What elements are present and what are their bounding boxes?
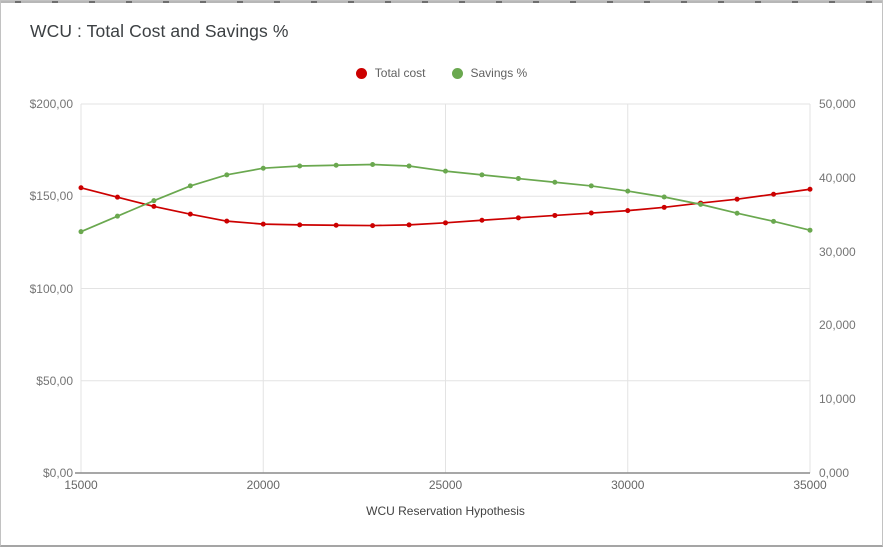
y-right-tick-label: 20,000 (819, 318, 856, 333)
y-left-tick-label: $150,00 (29, 189, 73, 204)
legend-label-total-cost: Total cost (374, 66, 426, 80)
data-point (114, 213, 120, 219)
y-left-tick-label: $200,00 (29, 97, 73, 111)
data-point (78, 185, 84, 191)
y-right-tick-label: 50,000 (819, 97, 856, 111)
data-point (515, 215, 521, 221)
data-point (333, 222, 339, 228)
y-left-tick-label: $50,00 (36, 373, 73, 388)
x-tick-label: 35000 (793, 478, 827, 492)
legend-label-savings: Savings % (470, 66, 528, 80)
y-right-tick-label: 40,000 (819, 170, 856, 185)
data-point (297, 222, 303, 228)
legend: Total cost Savings % (1, 66, 882, 80)
x-tick-label: 25000 (428, 478, 463, 492)
data-point (807, 186, 813, 192)
data-point (78, 229, 84, 235)
data-point (114, 194, 120, 200)
data-point (370, 223, 376, 229)
data-point (187, 211, 193, 217)
data-point (479, 217, 485, 223)
data-point (151, 198, 157, 204)
legend-item-savings: Savings % (451, 66, 528, 80)
top-edge-marks (1, 1, 882, 3)
data-point (297, 163, 303, 169)
data-point (625, 208, 631, 214)
chart-title: WCU : Total Cost and Savings % (30, 21, 289, 41)
data-point (443, 168, 448, 174)
data-point (333, 162, 339, 168)
data-point (734, 196, 740, 202)
data-point (370, 162, 376, 168)
total-cost-series-dot-icon (355, 67, 367, 79)
data-point (661, 194, 667, 200)
data-point (224, 218, 230, 224)
y-right-tick-label: 0,000 (819, 466, 850, 480)
data-point (151, 203, 157, 209)
x-tick-label: 15000 (64, 478, 98, 492)
savings-series-dot-icon (451, 67, 463, 79)
data-point (552, 212, 558, 218)
y-right-tick-label: 30,000 (819, 244, 856, 259)
data-point (224, 172, 230, 178)
data-point (698, 201, 704, 207)
data-point (552, 179, 558, 185)
data-point (187, 183, 193, 189)
data-point (260, 165, 266, 171)
data-point (406, 163, 412, 169)
legend-item-total-cost: Total cost (355, 66, 426, 80)
x-tick-label: 30000 (611, 478, 645, 492)
data-point (588, 183, 594, 189)
data-point (625, 188, 631, 194)
data-point (734, 210, 740, 216)
data-point (588, 210, 594, 216)
y-left-tick-label: $0,00 (42, 466, 73, 480)
data-point (260, 221, 266, 227)
data-point (771, 191, 777, 197)
data-point (661, 204, 667, 210)
data-point (807, 227, 813, 233)
data-point (479, 172, 485, 178)
x-tick-label: 20000 (246, 478, 280, 492)
x-axis-title: WCU Reservation Hypothesis (366, 504, 525, 518)
y-right-tick-label: 10,000 (819, 392, 856, 407)
y-left-tick-label: $100,00 (29, 281, 73, 296)
data-point (406, 222, 412, 228)
data-point (515, 176, 521, 182)
data-point (771, 218, 777, 224)
data-point (443, 220, 448, 226)
